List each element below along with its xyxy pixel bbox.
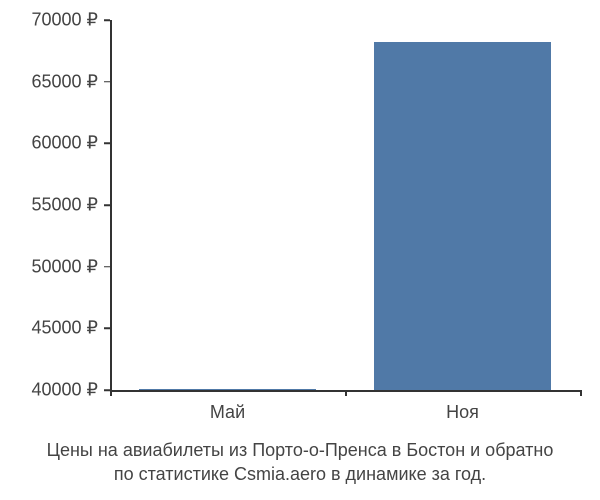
y-tick-label: 65000 ₽ bbox=[0, 71, 98, 92]
y-tick-label: 40000 ₽ bbox=[0, 380, 98, 401]
caption-line-2: по статистике Csmia.aero в динамике за г… bbox=[0, 464, 600, 485]
y-tick-label: 70000 ₽ bbox=[0, 10, 98, 31]
y-tick-label: 45000 ₽ bbox=[0, 318, 98, 339]
x-tick bbox=[580, 390, 582, 396]
bar bbox=[139, 389, 315, 390]
y-tick-label: 50000 ₽ bbox=[0, 256, 98, 277]
price-chart: 40000 ₽ 45000 ₽ 50000 ₽ 55000 ₽ 60000 ₽ 65000… bbox=[0, 0, 600, 500]
x-category-label: Ноя bbox=[403, 402, 523, 423]
caption-line-1: Цены на авиабилеты из Порто-о-Пренса в Б… bbox=[0, 440, 600, 461]
y-tick-label: 60000 ₽ bbox=[0, 133, 98, 154]
x-category-label: Май bbox=[168, 402, 288, 423]
bar bbox=[374, 42, 550, 390]
x-tick bbox=[110, 390, 112, 396]
plot-area bbox=[110, 20, 580, 390]
y-tick-label: 55000 ₽ bbox=[0, 195, 98, 216]
x-tick bbox=[345, 390, 347, 396]
